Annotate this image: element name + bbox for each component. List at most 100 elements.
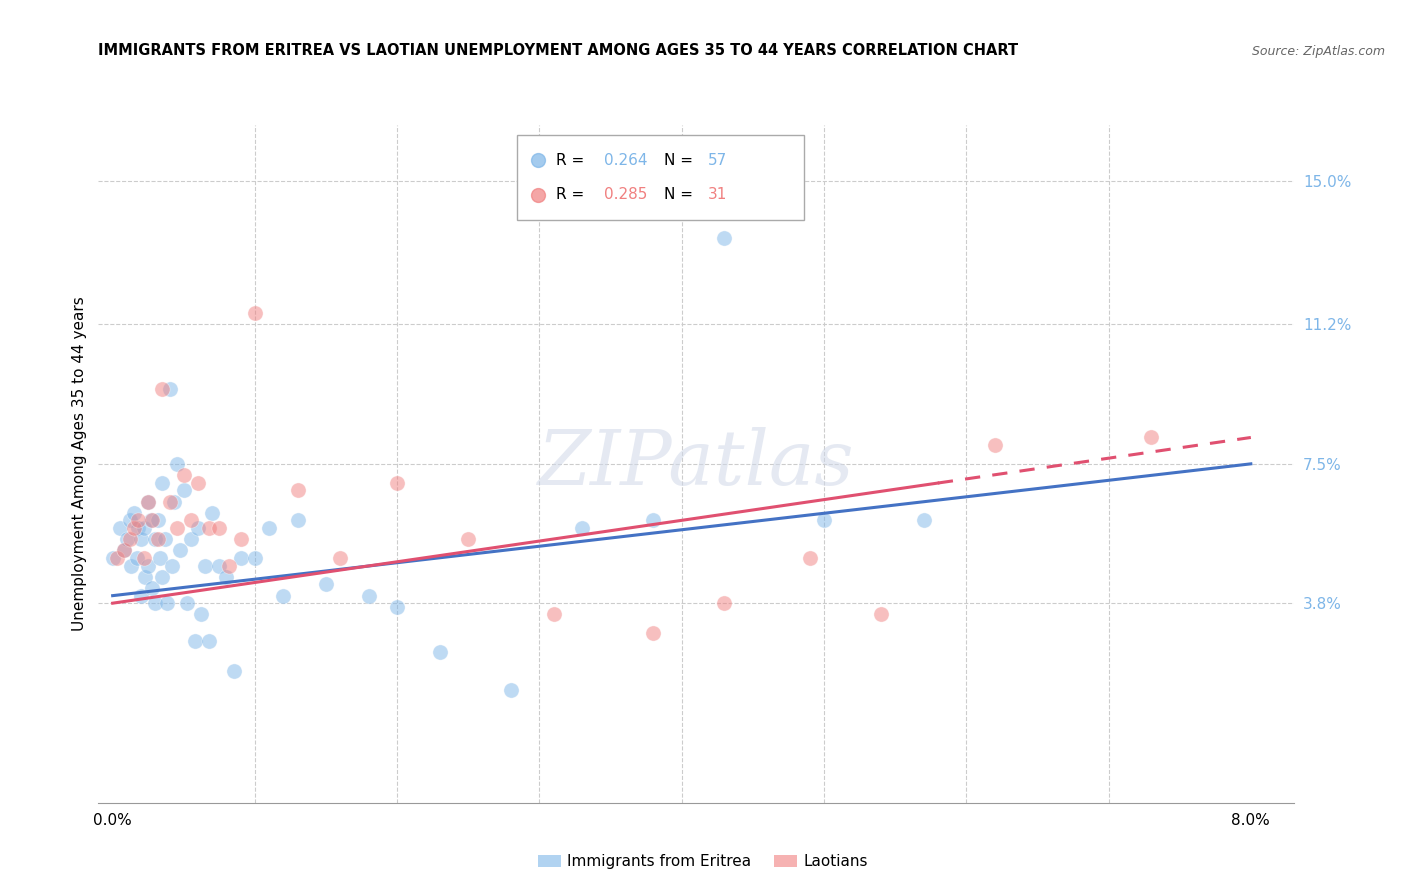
Point: [127, 513, 149, 527]
Point: [457, 532, 479, 546]
Point: [315, 577, 337, 591]
Point: [122, 506, 145, 520]
Point: [257, 521, 280, 535]
Point: [713, 596, 735, 610]
Point: [173, 483, 195, 498]
Point: [132, 551, 155, 566]
Point: [163, 494, 186, 508]
Point: [132, 521, 155, 535]
Point: [152, 475, 174, 490]
Point: [1140, 430, 1163, 444]
Point: [149, 551, 172, 566]
Point: [169, 543, 191, 558]
Point: [162, 558, 184, 573]
Point: [273, 589, 295, 603]
Point: [983, 438, 1005, 452]
Point: [643, 513, 665, 527]
Point: [201, 506, 224, 520]
Point: [118, 513, 141, 527]
Point: [870, 607, 893, 622]
Text: N =: N =: [664, 153, 697, 168]
Point: [208, 521, 231, 535]
Point: [112, 543, 135, 558]
Point: [187, 475, 209, 490]
Point: [813, 513, 835, 527]
Point: [429, 645, 451, 659]
Point: [385, 475, 409, 490]
FancyBboxPatch shape: [517, 135, 804, 219]
Point: [912, 513, 935, 527]
Point: [198, 521, 221, 535]
Point: [118, 532, 141, 546]
Point: [136, 494, 159, 508]
Point: [218, 558, 240, 573]
Text: IMMIGRANTS FROM ERITREA VS LAOTIAN UNEMPLOYMENT AMONG AGES 35 TO 44 YEARS CORREL: IMMIGRANTS FROM ERITREA VS LAOTIAN UNEMP…: [98, 43, 1018, 58]
Point: [134, 570, 156, 584]
Point: [122, 521, 145, 535]
Point: [180, 513, 202, 527]
Point: [643, 626, 665, 640]
Point: [166, 521, 188, 535]
Point: [120, 558, 142, 573]
Point: [187, 521, 209, 535]
Point: [184, 633, 207, 648]
Point: [243, 551, 266, 566]
Point: [129, 589, 152, 603]
Point: [159, 382, 181, 396]
Point: [287, 483, 309, 498]
Point: [141, 581, 163, 595]
Y-axis label: Unemployment Among Ages 35 to 44 years: Unemployment Among Ages 35 to 44 years: [72, 296, 87, 632]
Text: 0.264: 0.264: [605, 153, 647, 168]
Point: [173, 468, 195, 483]
Point: [499, 682, 522, 697]
Text: 31: 31: [709, 187, 727, 202]
Point: [180, 532, 202, 546]
Point: [215, 570, 238, 584]
Point: [127, 521, 149, 535]
Text: Source: ZipAtlas.com: Source: ZipAtlas.com: [1251, 45, 1385, 58]
Point: [329, 551, 352, 566]
Point: [385, 599, 409, 614]
Point: [156, 596, 179, 610]
Point: [136, 494, 159, 508]
Point: [159, 494, 181, 508]
Point: [101, 551, 124, 566]
Point: [148, 532, 170, 546]
Point: [152, 570, 174, 584]
Point: [198, 633, 221, 648]
Text: N =: N =: [664, 187, 697, 202]
Point: [166, 457, 188, 471]
Point: [152, 382, 174, 396]
Point: [155, 532, 177, 546]
Point: [194, 558, 217, 573]
Point: [143, 596, 166, 610]
Point: [129, 532, 152, 546]
Point: [108, 521, 131, 535]
Point: [136, 558, 159, 573]
Text: R =: R =: [557, 187, 589, 202]
Point: [115, 532, 138, 546]
Point: [243, 306, 266, 320]
Point: [713, 231, 735, 245]
Point: [105, 551, 128, 566]
Point: [143, 532, 166, 546]
Point: [571, 521, 593, 535]
Point: [357, 589, 380, 603]
Point: [112, 543, 135, 558]
Point: [141, 513, 163, 527]
Point: [799, 551, 821, 566]
Point: [229, 532, 252, 546]
Legend: Immigrants from Eritrea, Laotians: Immigrants from Eritrea, Laotians: [531, 848, 875, 875]
Point: [190, 607, 212, 622]
Point: [139, 513, 162, 527]
Text: 57: 57: [709, 153, 727, 168]
Text: 0.285: 0.285: [605, 187, 647, 202]
Point: [125, 551, 148, 566]
Point: [287, 513, 309, 527]
Text: ZIPatlas: ZIPatlas: [537, 427, 855, 500]
Point: [148, 513, 170, 527]
Point: [229, 551, 252, 566]
Point: [176, 596, 198, 610]
Text: R =: R =: [557, 153, 589, 168]
Point: [208, 558, 231, 573]
